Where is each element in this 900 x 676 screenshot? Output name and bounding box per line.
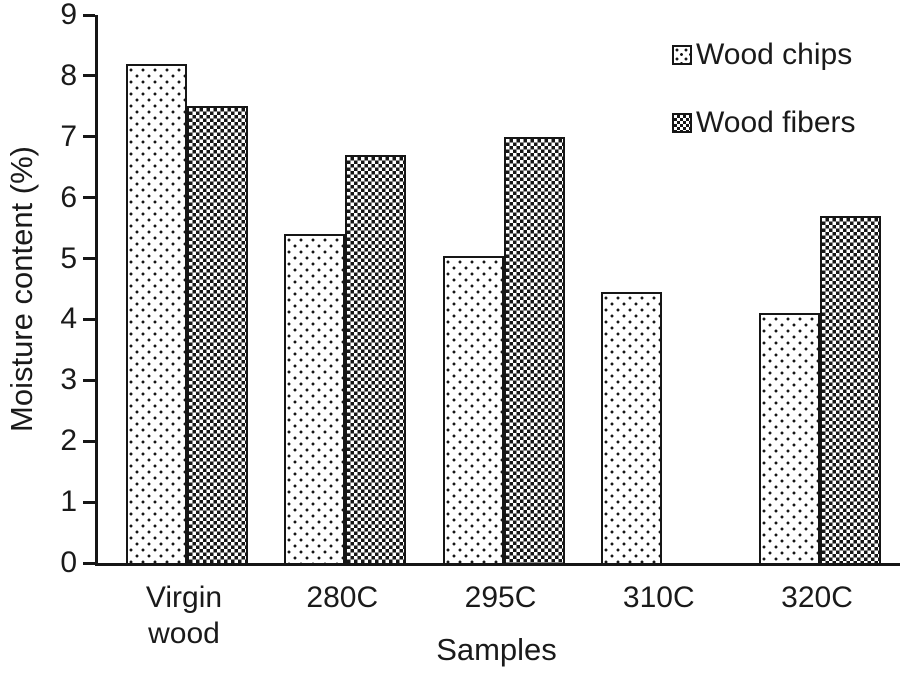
y-tick-mark-1 [83,500,95,504]
x-category-label-virgin-wood: Virgin wood [145,581,223,650]
bar-wood-fibers-320c [820,216,881,563]
y-tick-mark-3 [83,378,95,382]
y-tick-mark-7 [83,135,95,139]
bar-wood-chips-295c [442,256,504,563]
y-tick-label-3: 3 [60,363,77,397]
y-tick-label-7: 7 [60,119,77,153]
bar-wood-chips-320c [759,313,820,563]
y-tick-mark-5 [83,257,95,261]
legend-label-wood-fibers: Wood fibers [696,106,856,139]
y-tick-mark-2 [83,439,95,443]
y-tick-mark-0 [83,561,95,565]
legend-swatch-wood-fibers-icon [672,113,692,133]
legend-entry-wood-chips: Wood chips [672,38,856,72]
bar-wood-chips-280c [284,234,346,563]
bar-wood-chips-310c [600,292,662,563]
y-axis-title: Moisture content (%) [4,146,39,432]
x-category-label-310c: 310C [622,581,695,614]
y-tick-label-9: 9 [60,0,77,31]
legend-swatch-wood-chips-icon [672,45,692,65]
y-tick-label-1: 1 [60,485,77,519]
y-tick-mark-6 [83,196,95,200]
x-category-label-280c: 280C [306,581,379,614]
y-tick-label-2: 2 [60,424,77,458]
y-tick-mark-9 [83,13,95,17]
bar-wood-fibers-virgin-wood [187,106,248,563]
y-tick-label-8: 8 [60,58,77,92]
x-axis-title: Samples [436,632,557,667]
y-tick-mark-8 [83,74,95,78]
bar-wood-chips-virgin-wood [126,64,187,563]
plot-area [95,15,900,566]
y-tick-label-5: 5 [60,241,77,275]
legend-entry-wood-fibers: Wood fibers [672,106,856,140]
bar-wood-fibers-280c [345,155,407,563]
y-tick-label-0: 0 [60,546,77,579]
legend: Wood chips Wood fibers [672,38,856,174]
y-tick-label-4: 4 [60,302,77,336]
bar-wood-fibers-295c [503,137,565,563]
legend-label-wood-chips: Wood chips [696,38,853,71]
y-tick-mark-4 [83,317,95,321]
y-tick-label-6: 6 [60,180,77,214]
x-category-label-320c: 320C [781,581,853,614]
x-category-label-295c: 295C [464,581,537,614]
